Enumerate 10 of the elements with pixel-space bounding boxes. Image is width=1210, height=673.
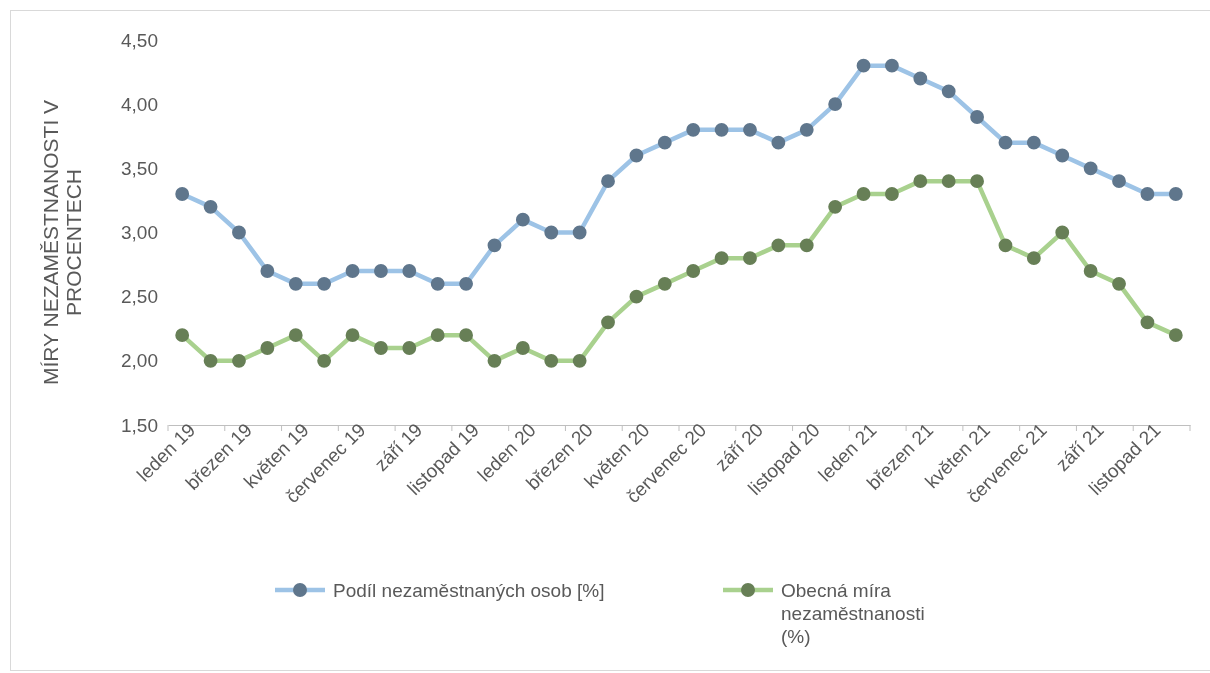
y-tick-label: 4,50 (121, 29, 158, 51)
legend-label: Obecná míra nezaměstnanosti (%) (781, 580, 925, 647)
y-tick-label: 1,50 (121, 414, 158, 436)
y-tick-label: 2,50 (121, 286, 158, 308)
legend-label: Podíl nezaměstnaných osob [%] (333, 580, 605, 601)
y-axis-title: MÍRY NEZAMĚSTNANOSTI V PROCENTECH (39, 99, 86, 386)
y-tick-label: 3,00 (121, 222, 158, 244)
y-tick-label: 4,00 (121, 93, 158, 115)
y-tick-label: 2,00 (121, 350, 158, 372)
y-tick-label: 3,50 (121, 157, 158, 179)
